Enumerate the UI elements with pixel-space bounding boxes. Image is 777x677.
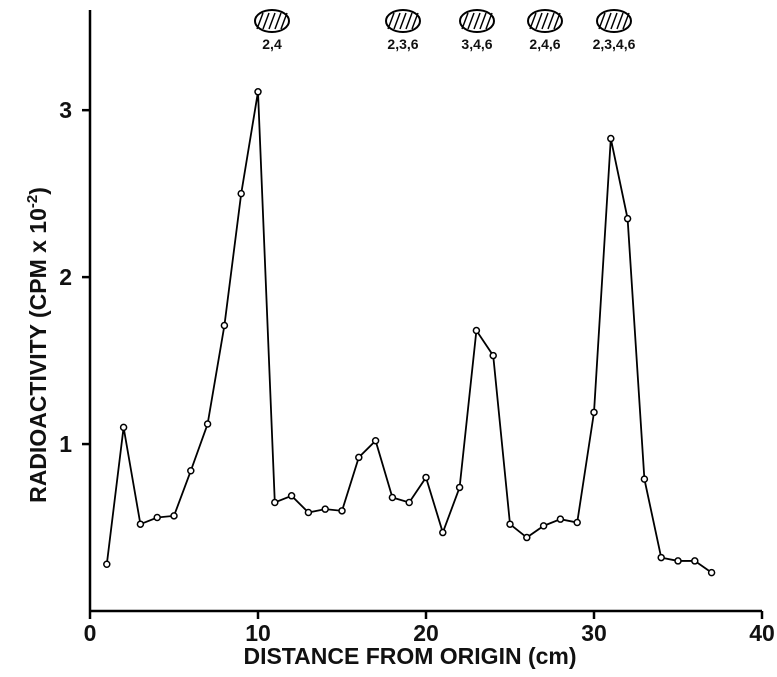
data-point	[590, 408, 598, 417]
data-point	[136, 520, 145, 528]
data-point	[237, 189, 245, 198]
x-tick-label: 10	[245, 620, 271, 646]
spot-hatch	[405, 12, 413, 30]
spot-label: 2,3,6	[387, 36, 418, 52]
spot-hatch	[535, 12, 543, 30]
data-point	[539, 522, 548, 530]
spot-hatch	[268, 12, 276, 30]
spot-hatch	[529, 12, 537, 30]
data-point	[674, 557, 682, 565]
x-tick-label: 0	[84, 620, 97, 646]
spot-label: 3,4,6	[461, 36, 492, 52]
data-point	[472, 326, 481, 335]
x-axis-label: DISTANCE FROM ORIGIN (cm)	[243, 643, 576, 669]
spot-hatch	[473, 12, 481, 30]
data-point	[187, 467, 195, 475]
spot-hatch	[256, 12, 264, 30]
data-point	[153, 513, 161, 522]
x-tick-label: 40	[749, 620, 775, 646]
spot-hatch	[541, 12, 549, 30]
data-point	[623, 214, 632, 223]
spot-hatch	[610, 12, 618, 30]
data-point	[355, 453, 363, 462]
spot-label: 2,3,4,6	[593, 36, 636, 52]
data-point	[455, 483, 464, 492]
data-point	[439, 528, 447, 537]
data-point	[338, 507, 346, 515]
data-point	[405, 498, 413, 507]
data-point	[103, 560, 111, 569]
spot-hatch	[461, 12, 469, 30]
spot-hatch	[274, 12, 282, 30]
spot-hatch	[553, 12, 561, 30]
spot-hatch	[622, 12, 630, 30]
y-axis-label-main: RADIOACTIVITY (CPM x 10	[25, 208, 51, 503]
spot-hatch	[547, 12, 555, 30]
y-tick-label: 3	[59, 97, 72, 123]
y-tick-label: 2	[59, 264, 72, 290]
spot-hatch	[411, 12, 419, 30]
data-point	[203, 420, 212, 428]
data-point	[304, 508, 313, 517]
spot-label: 2,4	[262, 36, 282, 52]
data-point	[170, 512, 178, 520]
data-point	[523, 533, 531, 542]
data-point	[640, 475, 649, 483]
spot-hatch	[262, 12, 270, 30]
data-point	[371, 436, 380, 445]
spot-label: 2,4,6	[529, 36, 560, 52]
data-point	[422, 473, 430, 482]
spot-hatch	[479, 12, 487, 30]
data-point	[321, 505, 329, 513]
data-point	[254, 88, 262, 96]
spot-hatch	[604, 12, 612, 30]
data-point	[489, 351, 497, 360]
spot-hatch	[485, 12, 493, 30]
spot-hatch	[467, 12, 475, 30]
spot-hatch	[616, 12, 624, 30]
data-point	[271, 498, 279, 507]
x-tick-label: 20	[413, 620, 439, 646]
data-point	[691, 557, 699, 565]
y-axis-label: RADIOACTIVITY (CPM x 10-2)	[24, 187, 51, 503]
spot-hatch	[399, 12, 407, 30]
spot-hatch	[280, 12, 288, 30]
y-tick-label: 1	[59, 431, 72, 457]
data-point	[556, 515, 565, 523]
data-point	[506, 520, 514, 528]
data-point	[573, 518, 581, 527]
data-point	[657, 553, 665, 562]
data-point	[220, 321, 229, 330]
data-point	[707, 568, 716, 577]
spot-hatch	[598, 12, 606, 30]
data-point	[119, 423, 128, 432]
y-axis-label-close: )	[25, 187, 51, 195]
x-tick-label: 30	[581, 620, 607, 646]
y-axis-label-exponent: -2	[24, 195, 41, 208]
data-point	[607, 134, 615, 143]
spot-hatch	[393, 12, 401, 30]
data-point	[287, 492, 296, 500]
spot-hatch	[387, 12, 395, 30]
data-point	[388, 493, 397, 502]
